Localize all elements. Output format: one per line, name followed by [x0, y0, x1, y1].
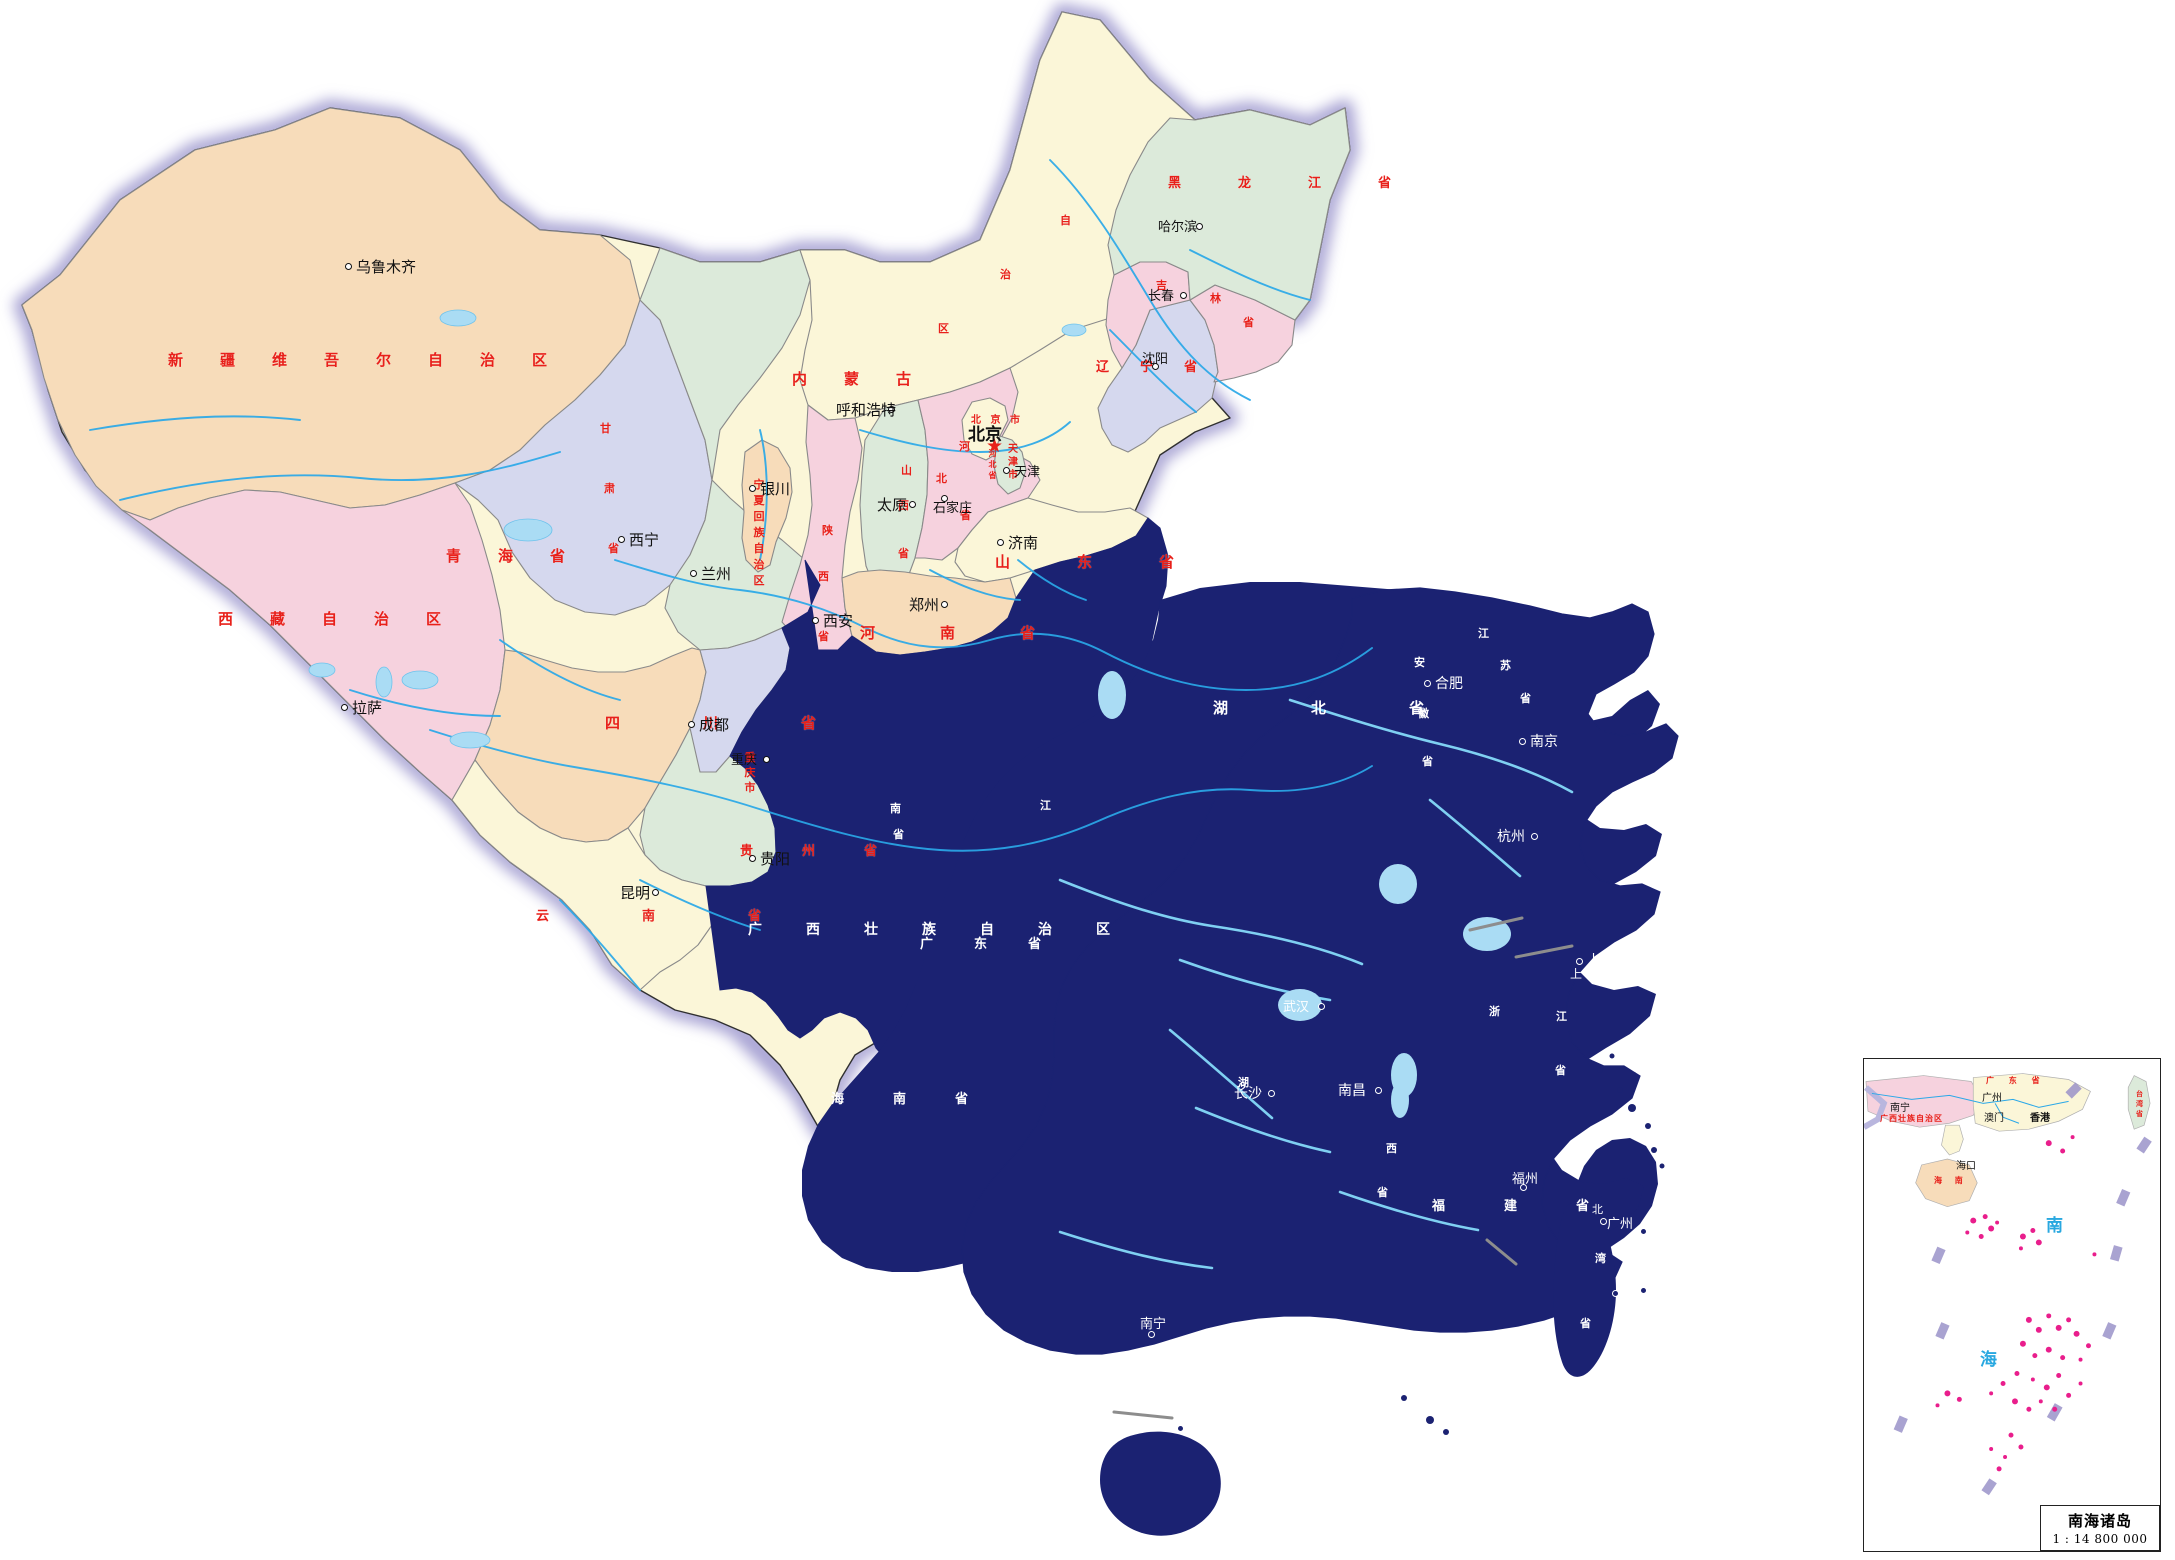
island-taiwan[interactable]: [1553, 1200, 1616, 1377]
inset-title-box: 南海诸岛 1 : 14 800 000: [2040, 1505, 2160, 1551]
city-dot-hefei[interactable]: [1424, 680, 1431, 687]
city-dot-shenyang[interactable]: [1152, 363, 1159, 370]
province-tibet: [121, 482, 506, 801]
city-dot-taipei[interactable]: [1600, 1218, 1607, 1225]
inset-scale-text: 1 : 14 800 000: [2052, 1532, 2148, 1546]
city-dot-zhengzhou[interactable]: [941, 601, 948, 608]
city-dot-xian[interactable]: [812, 617, 819, 624]
city-dot-nanchang[interactable]: [1375, 1087, 1382, 1094]
province-heilongjiang: [1107, 107, 1351, 321]
capital-star-beijing: ★: [986, 436, 1004, 457]
city-dot-taiyuan[interactable]: [909, 501, 916, 508]
city-dot-shijiazhuang[interactable]: [941, 495, 948, 502]
city-dot-yinchuan[interactable]: [749, 485, 756, 492]
city-dot-hohhot[interactable]: [888, 406, 895, 413]
city-dot-urumqi[interactable]: [345, 263, 352, 270]
city-dot-hangzhou[interactable]: [1531, 833, 1538, 840]
coastal-islands: [1401, 1053, 1665, 1435]
city-dot-chongqing[interactable]: [763, 756, 770, 763]
city-dot-haikou[interactable]: [1177, 1425, 1184, 1432]
city-dot-changsha[interactable]: [1268, 1090, 1275, 1097]
city-dot-jinan[interactable]: [997, 539, 1004, 546]
city-dot-hongkong[interactable]: [1640, 1287, 1647, 1294]
city-dot-shanghai[interactable]: [1576, 958, 1583, 965]
city-dot-harbin[interactable]: [1196, 223, 1203, 230]
city-dot-lhasa[interactable]: [341, 704, 348, 711]
city-dot-changchun[interactable]: [1180, 292, 1187, 299]
city-dot-tianjin[interactable]: [1003, 467, 1010, 474]
city-dot-guiyang[interactable]: [749, 855, 756, 862]
city-dot-guangzhou[interactable]: [1640, 1228, 1647, 1235]
boundary-ticks: [1112, 916, 1574, 1420]
city-dot-fuzhou[interactable]: [1520, 1184, 1527, 1191]
city-dot-kunming[interactable]: [652, 889, 659, 896]
city-dot-macau[interactable]: [1612, 1290, 1619, 1297]
city-dot-nanning[interactable]: [1148, 1331, 1155, 1338]
city-dot-wuhan[interactable]: [1318, 1003, 1325, 1010]
lakes: [308, 309, 1087, 749]
lakes-in-selected: [1098, 671, 1511, 1118]
rivers: [89, 159, 1373, 991]
nine-dash-line: [1893, 1082, 2152, 1496]
city-dot-lanzhou[interactable]: [690, 570, 697, 577]
city-dot-chengdu[interactable]: [688, 721, 695, 728]
inset-title-text: 南海诸岛: [2067, 1512, 2132, 1530]
island-hainan[interactable]: [1100, 1431, 1221, 1536]
inset-map-south-china-sea[interactable]: 南宁 广西壮族自治区 广 东 省 广州 澳门 香港 海口 海 南 台湾省 南 海…: [1863, 1058, 2161, 1552]
city-dot-nanjing[interactable]: [1519, 738, 1526, 745]
city-dot-xining[interactable]: [618, 536, 625, 543]
